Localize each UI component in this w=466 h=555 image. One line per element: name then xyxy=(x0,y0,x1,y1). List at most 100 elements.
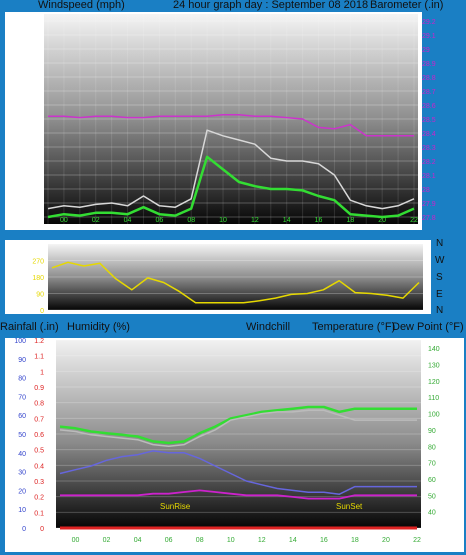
windchill-series-line xyxy=(59,409,417,448)
wind-grid xyxy=(44,14,418,224)
humidity-tick-label: 40 xyxy=(18,451,26,458)
barometer-tick-label: 28.8 xyxy=(422,75,436,82)
temperature-tick-label: 50 xyxy=(428,493,436,500)
barometer-tick-label: 29.1 xyxy=(422,33,436,40)
hour-tick-label: 16 xyxy=(315,217,323,224)
hour-tick-label: 00 xyxy=(72,537,80,544)
hour-tick-label: 08 xyxy=(187,217,195,224)
hour-tick-label: 02 xyxy=(92,217,100,224)
humidity-tick-label: 20 xyxy=(18,488,26,495)
windspeed-label: Windspeed (mph) xyxy=(38,0,125,11)
wind-hour-ticks: 00 02 04 06 08 10 12 14 16 18 20 22 xyxy=(60,217,418,224)
humidity-tick-label: 100 xyxy=(14,338,26,345)
barometer-tick-label: 28.3 xyxy=(422,145,436,152)
temp-hour-ticks: 00 02 04 06 08 10 12 14 16 18 20 22 xyxy=(72,537,421,544)
temperature-tick-label: 40 xyxy=(428,510,436,517)
wind-series-line xyxy=(47,155,415,219)
temperature-tick-label: 130 xyxy=(428,363,440,370)
temp-grid xyxy=(56,339,421,529)
rainfall-label: Rainfall (.in) xyxy=(0,321,59,333)
humidity-series-line xyxy=(59,450,417,495)
humidity-tick-label: 70 xyxy=(18,394,26,401)
direction-series-line xyxy=(51,261,420,304)
hour-tick-label: 10 xyxy=(219,217,227,224)
compass-n-top: N xyxy=(436,238,443,249)
rain-tick-label: 1 xyxy=(40,369,44,376)
compass-s: S xyxy=(436,272,443,283)
humidity-tick-label: 0 xyxy=(22,526,26,533)
rain-tick-label: 1.2 xyxy=(34,338,44,345)
rain-tick-label: 0.9 xyxy=(34,385,44,392)
hour-tick-label: 08 xyxy=(196,537,204,544)
hour-tick-label: 12 xyxy=(251,217,259,224)
barometer-tick-label: 28.5 xyxy=(422,117,436,124)
compass-w: W xyxy=(435,255,445,266)
barometer-tick-label: 28.4 xyxy=(422,131,436,138)
direction-tick-label: 180 xyxy=(32,275,44,282)
direction-tick-label: 270 xyxy=(32,259,44,266)
barometer-tick-label: 28.2 xyxy=(422,159,436,166)
barometer-tick-label: 29.2 xyxy=(422,19,436,26)
sunset-label: SunSet xyxy=(336,502,363,511)
hour-tick-label: 04 xyxy=(134,537,142,544)
hour-tick-label: 06 xyxy=(155,217,163,224)
temperature-tick-label: 80 xyxy=(428,444,436,451)
middle-header-bar xyxy=(0,318,466,338)
rain-tick-label: 0 xyxy=(40,526,44,533)
rain-tick-label: 0.8 xyxy=(34,401,44,408)
dewpoint-series-line xyxy=(60,489,417,500)
hour-tick-label: 16 xyxy=(320,537,328,544)
rain-tick-label: 0.2 xyxy=(34,495,44,502)
humidity-tick-label: 10 xyxy=(18,507,26,514)
sunrise-label: SunRise xyxy=(160,502,191,511)
temperature-tick-label: 70 xyxy=(428,461,436,468)
windchill-label: Windchill xyxy=(246,321,291,333)
temperature-series-line xyxy=(59,405,417,445)
hour-tick-label: 20 xyxy=(382,537,390,544)
direction-tick-label: 0 xyxy=(40,308,44,315)
dewpoint-label: Dew Point (°F) xyxy=(392,321,464,333)
temperature-tick-label: 90 xyxy=(428,428,436,435)
graph-title: 24 hour graph day : September 08 2018 xyxy=(173,0,369,11)
hour-tick-label: 14 xyxy=(283,217,291,224)
hour-tick-label: 10 xyxy=(227,537,235,544)
temperature-tick-label: 60 xyxy=(428,477,436,484)
rain-tick-label: 0.3 xyxy=(34,479,44,486)
direction-axis: 0 90 180 270 xyxy=(32,259,44,316)
hour-tick-label: 04 xyxy=(124,217,132,224)
rain-tick-label: 0.6 xyxy=(34,432,44,439)
rain-tick-label: 0.4 xyxy=(34,463,44,470)
humidity-tick-label: 30 xyxy=(18,470,26,477)
direction-tick-label: 90 xyxy=(36,292,44,299)
rain-tick-label: 0.7 xyxy=(34,416,44,423)
barometer-tick-label: 27.9 xyxy=(422,201,436,208)
rain-tick-label: 1.1 xyxy=(34,354,44,361)
rain-tick-label: 0.1 xyxy=(34,510,44,517)
barometer-tick-label: 28.9 xyxy=(422,61,436,68)
top-header-bar xyxy=(0,0,466,14)
temperature-axis: 140 130 120 110 100 90 80 70 60 50 40 xyxy=(428,346,440,516)
rain-tick-label: 0.5 xyxy=(34,448,44,455)
rain-axis: 1.2 1.1 1 0.9 0.8 0.7 0.6 0.5 0.4 0.3 0.2 0.1 0 xyxy=(34,338,44,533)
hour-tick-label: 22 xyxy=(410,217,418,224)
direction-plot-area xyxy=(48,244,423,310)
humidity-tick-label: 80 xyxy=(18,376,26,383)
barometer-tick-label: 28 xyxy=(422,187,430,194)
hour-tick-label: 22 xyxy=(413,537,421,544)
barometer-tick-label: 28.6 xyxy=(422,103,436,110)
hour-tick-label: 20 xyxy=(378,217,386,224)
humidity-label: Humidity (%) xyxy=(67,321,130,333)
barometer-label: Barometer (.in) xyxy=(370,0,444,11)
temperature-tick-label: 110 xyxy=(428,395,439,402)
compass-e: E xyxy=(436,289,443,300)
temperature-tick-label: 120 xyxy=(428,379,440,386)
temperature-tick-label: 140 xyxy=(428,346,440,353)
temperature-label: Temperature (°F) xyxy=(312,321,396,333)
hour-tick-label: 02 xyxy=(103,537,111,544)
hour-tick-label: 18 xyxy=(346,217,354,224)
barometer-tick-label: 27.8 xyxy=(422,215,436,222)
humidity-tick-label: 50 xyxy=(18,432,26,439)
temperature-tick-label: 100 xyxy=(428,412,440,419)
